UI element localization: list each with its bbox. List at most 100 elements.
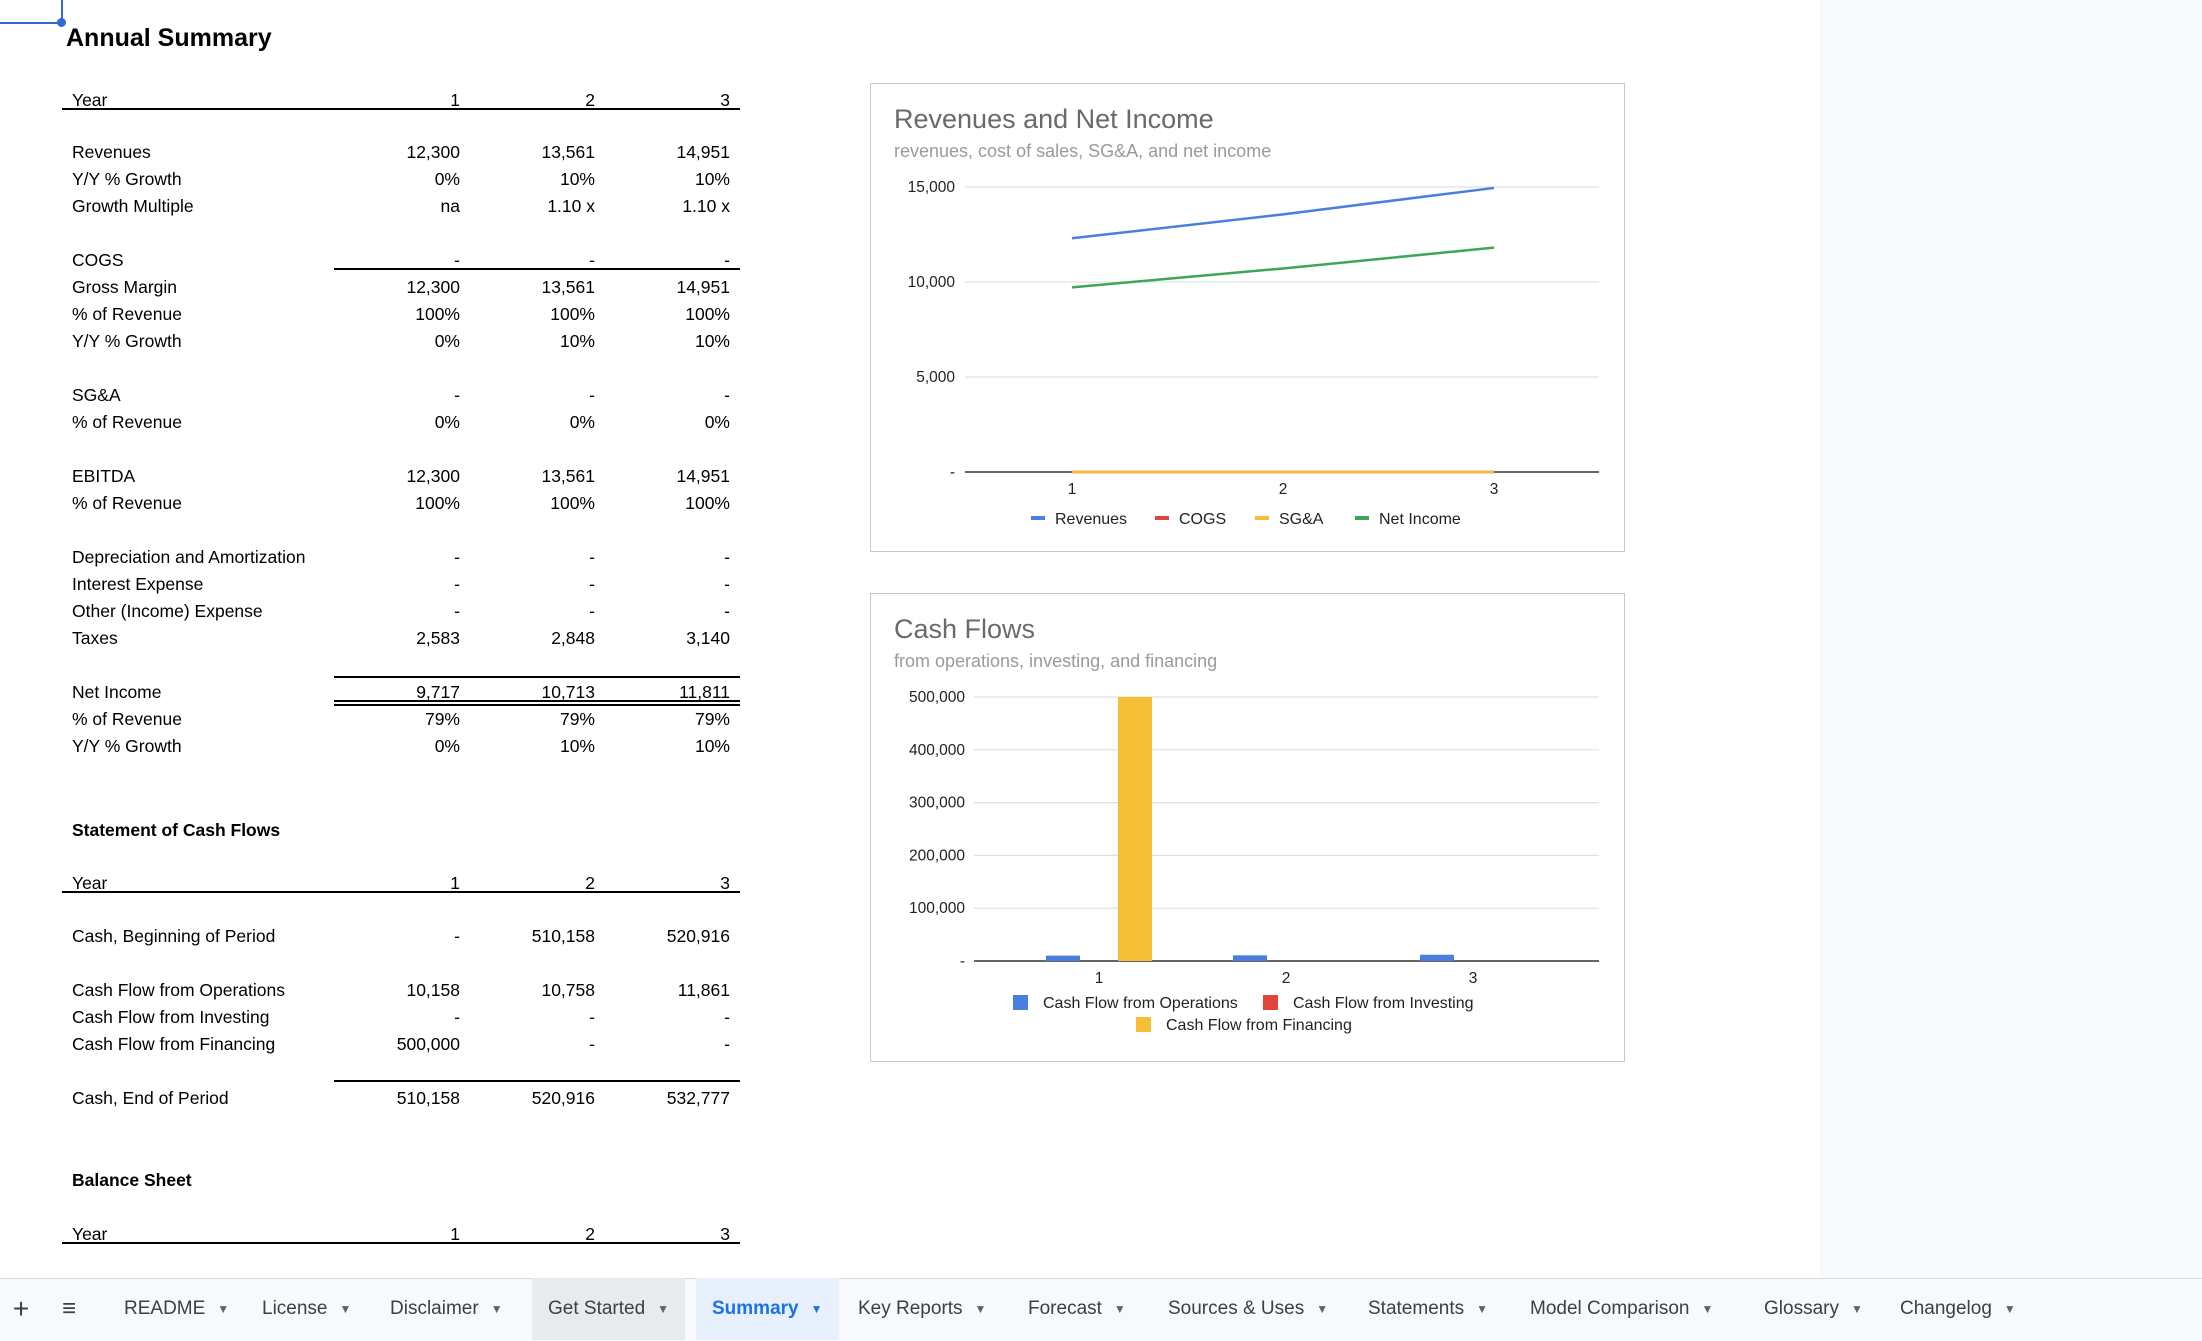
cell-value-2: 1.10 x (547, 196, 595, 216)
income-row: % of Revenue 100% 100% 100% (0, 489, 800, 516)
cell-value-1: 0% (434, 331, 460, 351)
x-tick-label: 1 (1095, 970, 1104, 987)
cell-value-1: - (454, 926, 460, 946)
row-label: % of Revenue (72, 412, 182, 432)
cell-value-3: - (724, 1007, 730, 1027)
header-underline (62, 108, 740, 110)
chevron-down-icon[interactable]: ▼ (810, 1302, 823, 1316)
cell-value-1: - (454, 574, 460, 594)
cell-value-3: 10% (694, 169, 730, 189)
legend-label: Net Income (1379, 511, 1461, 528)
tab-summary[interactable]: Summary ▼ (696, 1278, 839, 1340)
cell-value-1: 510,158 (396, 1088, 460, 1108)
tab-license[interactable]: License ▼ (246, 1278, 367, 1340)
row-label: Growth Multiple (72, 196, 194, 216)
tab-readme[interactable]: README ▼ (108, 1278, 245, 1340)
cell-value-1: 2,583 (416, 628, 460, 648)
chevron-down-icon[interactable]: ▼ (217, 1302, 230, 1316)
balance-sheet-section-title: Balance Sheet (72, 1170, 192, 1190)
net-income-double-underline-2 (334, 704, 740, 706)
cell-value-2: - (589, 547, 595, 567)
chevron-down-icon[interactable]: ▼ (1476, 1302, 1488, 1316)
tab-statements[interactable]: Statements ▼ (1352, 1278, 1504, 1340)
chevron-down-icon[interactable]: ▼ (1316, 1302, 1329, 1316)
cell-value-2: - (589, 574, 595, 594)
row-label: Y/Y % Growth (72, 736, 182, 756)
income-row: Taxes 2,583 2,848 3,140 (0, 624, 800, 651)
legend-label: Cash Flow from Financing (1166, 1017, 1352, 1034)
chevron-down-icon[interactable]: ▼ (339, 1302, 352, 1316)
cell-value-2: 10,713 (541, 682, 595, 702)
header-col-1: 1 (450, 90, 460, 110)
tab-label: Statements (1368, 1298, 1465, 1319)
chart-subtitle: revenues, cost of sales, SG&A, and net i… (894, 141, 1272, 161)
tab-forecast[interactable]: Forecast ▼ (1012, 1278, 1142, 1340)
chevron-down-icon[interactable]: ▼ (490, 1302, 503, 1316)
tab-get-started[interactable]: Get Started ▼ (532, 1278, 686, 1340)
tab-changelog[interactable]: Changelog ▼ (1884, 1278, 2032, 1340)
income-row: EBITDA 12,300 13,561 14,951 (0, 462, 800, 489)
cell-value-1: - (454, 601, 460, 621)
chevron-down-icon[interactable]: ▼ (1850, 1302, 1863, 1316)
chevron-down-icon[interactable]: ▼ (1113, 1302, 1126, 1316)
cash-header-row: Year 1 2 3 (0, 869, 800, 896)
cell-value-3: - (724, 547, 730, 567)
x-tick-label: 3 (1490, 481, 1499, 498)
cell-value-1: 0% (434, 736, 460, 756)
cash-flows-chart[interactable]: Cash Flows from operations, investing, a… (870, 593, 1625, 1062)
bar-cash-flow-from-operations (1046, 955, 1080, 961)
cell-value-2: 13,561 (541, 277, 595, 297)
cell-value-1: 0% (434, 412, 460, 432)
tab-label: Summary (712, 1298, 799, 1319)
tab-glossary[interactable]: Glossary ▼ (1748, 1278, 1879, 1340)
tab-model-comparison[interactable]: Model Comparison ▼ (1514, 1278, 1729, 1340)
chevron-down-icon[interactable]: ▼ (2003, 1302, 2016, 1316)
income-row: Y/Y % Growth 0% 10% 10% (0, 732, 800, 759)
cell-value-2: 0% (569, 412, 595, 432)
chevron-down-icon[interactable]: ▼ (657, 1302, 670, 1316)
legend-label: COGS (1179, 511, 1226, 528)
chevron-down-icon[interactable]: ▼ (974, 1302, 987, 1316)
row-label: % of Revenue (72, 709, 182, 729)
row-label: Other (Income) Expense (72, 601, 263, 621)
cell-value-3: 11,861 (677, 980, 730, 1000)
income-header-row: Year 1 2 3 (0, 86, 800, 113)
menu-icon[interactable]: ≡ (61, 1295, 76, 1322)
row-label: % of Revenue (72, 493, 182, 513)
revenues-net-income-chart[interactable]: Revenues and Net Income revenues, cost o… (870, 83, 1625, 552)
net-income-double-underline-1 (334, 700, 740, 702)
legend-label: SG&A (1279, 511, 1324, 528)
fill-handle[interactable] (57, 18, 66, 27)
row-label: % of Revenue (72, 304, 182, 324)
income-row: Y/Y % Growth 0% 10% 10% (0, 327, 800, 354)
cell-value-1: 12,300 (406, 142, 460, 162)
cell-value-3: - (724, 385, 730, 405)
tab-label: Disclaimer (390, 1298, 479, 1319)
tab-label: Model Comparison (1530, 1298, 1690, 1319)
row-label: Depreciation and Amortization (72, 547, 306, 567)
cell-value-3: 79% (694, 709, 730, 729)
cell-value-2: 10% (559, 331, 595, 351)
spreadsheet-grid[interactable]: Annual Summary Year 1 2 3 Revenues 12,300… (0, 0, 1820, 1278)
plus-icon[interactable]: + (12, 1293, 30, 1324)
row-label: EBITDA (72, 466, 136, 486)
row-label: Y/Y % Growth (72, 331, 182, 351)
cogs-underline (334, 268, 740, 270)
row-label: Gross Margin (72, 277, 178, 297)
page-title: Annual Summary (66, 24, 272, 52)
cell-value-3: - (724, 574, 730, 594)
y-tick-label: 500,000 (909, 689, 965, 706)
income-row: SG&A - - - (0, 381, 800, 408)
tab-label: Get Started (548, 1298, 646, 1319)
y-tick-label: 300,000 (909, 795, 965, 812)
side-panel-area (1820, 0, 2202, 1278)
tab-disclaimer[interactable]: Disclaimer ▼ (374, 1278, 519, 1340)
income-row: Other (Income) Expense - - - (0, 597, 800, 624)
header-col-2: 2 (585, 873, 595, 893)
chevron-down-icon[interactable]: ▼ (1701, 1302, 1714, 1316)
legend-swatch (1013, 995, 1028, 1010)
cash-flows-section-title: Statement of Cash Flows (72, 820, 281, 840)
tab-key-reports[interactable]: Key Reports ▼ (842, 1278, 1002, 1340)
cell-value-2: - (589, 250, 595, 270)
tab-sources-uses[interactable]: Sources & Uses ▼ (1152, 1278, 1344, 1340)
